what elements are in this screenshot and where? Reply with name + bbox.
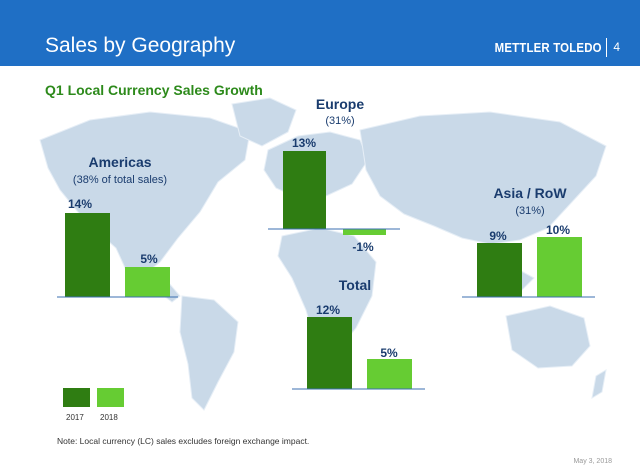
europe-title: Europe: [315, 96, 365, 112]
map-greenland: [231, 97, 297, 147]
europe-2017-label: 13%: [291, 136, 317, 150]
europe-bar-2017: [283, 151, 326, 229]
slide-title: Sales by Geography: [45, 34, 236, 57]
brand-logo: METTLER TOLEDO: [494, 40, 602, 55]
map-asia: [359, 111, 607, 245]
asia-bar-2017: [477, 243, 522, 297]
map-australia: [505, 305, 591, 369]
brand-separator: [606, 38, 607, 57]
americas-bar-2018: [125, 267, 170, 297]
total-title: Total: [338, 277, 372, 293]
americas-bar-2017: [65, 213, 110, 297]
europe-share: (31%): [325, 115, 355, 127]
americas-2017-label: 14%: [67, 197, 93, 211]
legend-2017-label: 2017: [66, 413, 84, 422]
chart-subtitle: Q1 Local Currency Sales Growth: [45, 82, 263, 98]
page-number: 4: [613, 40, 620, 54]
americas-share: (38% of total sales): [72, 174, 168, 186]
legend-2017-swatch: [63, 388, 90, 407]
header-banner: Sales by Geography METTLER TOLEDO 4: [0, 0, 640, 66]
slide-date: May 3, 2018: [573, 458, 612, 465]
americas-title: Americas: [88, 154, 152, 170]
footnote: Note: Local currency (LC) sales excludes…: [57, 436, 310, 446]
europe-bar-2018: [343, 229, 386, 235]
total-2017-label: 12%: [315, 303, 341, 317]
map-new-zealand: [591, 369, 607, 399]
total-bar-2017: [307, 317, 352, 389]
asia-title: Asia / RoW: [493, 185, 567, 201]
asia-share: (31%): [515, 205, 545, 217]
europe-2018-label: -1%: [352, 240, 374, 254]
map-north-america: [39, 111, 251, 279]
total-2018-label: 5%: [380, 346, 398, 360]
asia-2017-label: 9%: [489, 229, 507, 243]
total-bar-2018: [367, 359, 412, 389]
americas-2018-label: 5%: [140, 252, 158, 266]
asia-2018-label: 10%: [545, 223, 571, 237]
legend-2018-swatch: [97, 388, 124, 407]
legend-2018-label: 2018: [100, 413, 118, 422]
map-south-america: [179, 295, 239, 411]
asia-bar-2018: [537, 237, 582, 297]
